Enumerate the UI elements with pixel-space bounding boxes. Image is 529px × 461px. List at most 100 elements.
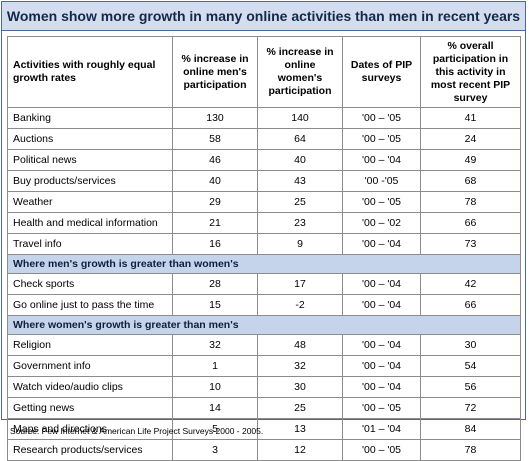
value-cell: '00 – '04 <box>342 149 421 171</box>
table-row: Political news 46 40'00 – '04 49 <box>7 149 521 171</box>
value-cell: '00 – '04 <box>342 294 421 316</box>
value-cell: 12 <box>257 439 343 461</box>
section-header: Where men's growth is greater than women… <box>7 254 521 274</box>
table-title: Women show more growth in many online ac… <box>2 2 525 31</box>
value-cell: '00 – '04 <box>342 376 421 398</box>
value-cell: '00 – '05 <box>342 191 421 213</box>
value-cell: '00 – '05 <box>342 107 421 129</box>
activity-cell: Weather <box>7 191 173 213</box>
table-row: Religion 32 48'00 – '04 30 <box>7 334 521 356</box>
value-cell: '00 – '04 <box>342 273 421 295</box>
data-table: Activities with roughly equal growth rat… <box>7 36 521 461</box>
value-cell: 72 <box>420 397 521 419</box>
value-cell: 64 <box>257 128 343 150</box>
table-row: Maps and directions 5 13'01 – '04 84 <box>7 418 521 440</box>
value-cell: 25 <box>257 397 343 419</box>
value-cell: 1 <box>172 355 258 377</box>
value-cell: 73 <box>420 233 521 255</box>
value-cell: 56 <box>420 376 521 398</box>
value-cell: -2 <box>257 294 343 316</box>
value-cell: 24 <box>420 128 521 150</box>
table-row: Weather 29 25'00 – '05 78 <box>7 191 521 213</box>
value-cell: 49 <box>420 149 521 171</box>
value-cell: 30 <box>257 376 343 398</box>
table-body: Banking 130 140'00 – '05 41 Auctions 58 64'00 … <box>7 107 521 461</box>
value-cell: '00 – '05 <box>342 439 421 461</box>
activity-cell: Government info <box>7 355 173 377</box>
activity-cell: Getting news <box>7 397 173 419</box>
activity-cell: Go online just to pass the time <box>7 294 173 316</box>
value-cell: 32 <box>257 355 343 377</box>
value-cell: 9 <box>257 233 343 255</box>
header-row: Activities with roughly equal growth rat… <box>7 36 521 108</box>
value-cell: 23 <box>257 212 343 234</box>
value-cell: 48 <box>257 334 343 356</box>
value-cell: 10 <box>172 376 258 398</box>
value-cell: 43 <box>257 170 343 192</box>
value-cell: 15 <box>172 294 258 316</box>
value-cell: '00 – '02 <box>342 212 421 234</box>
value-cell: 68 <box>420 170 521 192</box>
table-row: Auctions 58 64'00 – '05 24 <box>7 128 521 150</box>
column-header: Activities with roughly equal growth rat… <box>7 36 173 108</box>
value-cell: '00 – '05 <box>342 128 421 150</box>
table-row: Travel info 16 9'00 – '04 73 <box>7 233 521 255</box>
value-cell: 84 <box>420 418 521 440</box>
section-header-row: Where women's growth is greater than men… <box>7 315 521 335</box>
activity-cell: Research products/services <box>7 439 173 461</box>
activity-cell: Watch video/audio clips <box>7 376 173 398</box>
value-cell: 32 <box>172 334 258 356</box>
value-cell: 78 <box>420 439 521 461</box>
value-cell: 58 <box>172 128 258 150</box>
table-row: Banking 130 140'00 – '05 41 <box>7 107 521 129</box>
value-cell: '00 – '04 <box>342 334 421 356</box>
table-row: Getting news 14 25'00 – '05 72 <box>7 397 521 419</box>
value-cell: '00 – '05 <box>342 397 421 419</box>
table-row: Watch video/audio clips 10 30'00 – '04 56 <box>7 376 521 398</box>
value-cell: 42 <box>420 273 521 295</box>
table-row: Government info 1 32'00 – '04 54 <box>7 355 521 377</box>
column-header: % increase in online men's participation <box>172 36 258 108</box>
activity-cell: Auctions <box>7 128 173 150</box>
value-cell: '01 – '04 <box>342 418 421 440</box>
value-cell: 41 <box>420 107 521 129</box>
column-header: % overall participation in this activity… <box>420 36 521 108</box>
value-cell: 21 <box>172 212 258 234</box>
value-cell: 25 <box>257 191 343 213</box>
table-row: Buy products/services 40 43'00 -'05 68 <box>7 170 521 192</box>
value-cell: 3 <box>172 439 258 461</box>
value-cell: 130 <box>172 107 258 129</box>
column-header: % increase in online women's participati… <box>257 36 343 108</box>
activity-cell: Political news <box>7 149 173 171</box>
value-cell: 78 <box>420 191 521 213</box>
activity-cell: Buy products/services <box>7 170 173 192</box>
table-row: Go online just to pass the time 15 -2'00 –… <box>7 294 521 316</box>
source-note: Source: Pew Internet & American Life Pro… <box>10 426 264 436</box>
value-cell: 40 <box>257 149 343 171</box>
section-header: Where women's growth is greater than men… <box>7 315 521 335</box>
section-header-row: Where men's growth is greater than women… <box>7 254 521 274</box>
value-cell: 40 <box>172 170 258 192</box>
value-cell: 17 <box>257 273 343 295</box>
activity-cell: Health and medical information <box>7 212 173 234</box>
activity-cell: Travel info <box>7 233 173 255</box>
value-cell: 13 <box>257 418 343 440</box>
value-cell: 16 <box>172 233 258 255</box>
value-cell: '00 -'05 <box>342 170 421 192</box>
value-cell: 29 <box>172 191 258 213</box>
value-cell: 140 <box>257 107 343 129</box>
value-cell: 30 <box>420 334 521 356</box>
activity-cell: Check sports <box>7 273 173 295</box>
activity-cell: Religion <box>7 334 173 356</box>
value-cell: 66 <box>420 294 521 316</box>
value-cell: 66 <box>420 212 521 234</box>
table-row: Health and medical information 21 23'00 – … <box>7 212 521 234</box>
value-cell: 54 <box>420 355 521 377</box>
value-cell: 14 <box>172 397 258 419</box>
value-cell: 28 <box>172 273 258 295</box>
table-row: Check sports 28 17'00 – '04 42 <box>7 273 521 295</box>
table-row: Research products/services 3 12'00 – '05 78 <box>7 439 521 461</box>
value-cell: 46 <box>172 149 258 171</box>
activity-cell: Banking <box>7 107 173 129</box>
